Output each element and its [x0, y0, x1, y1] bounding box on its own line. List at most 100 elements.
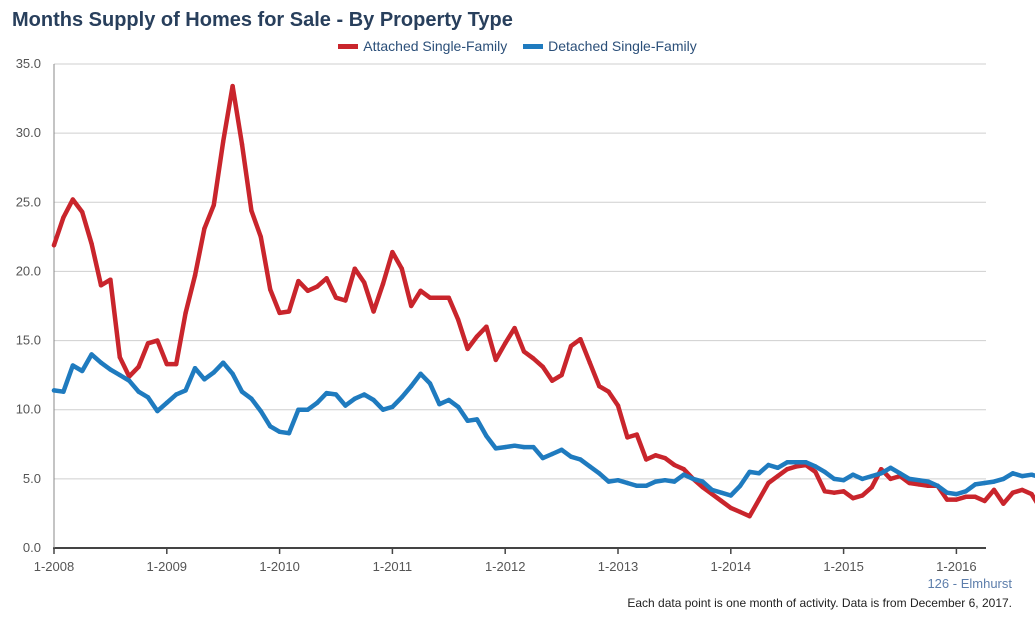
data-point[interactable]	[437, 295, 442, 300]
data-point[interactable]	[681, 467, 686, 472]
data-point[interactable]	[587, 360, 592, 365]
data-point[interactable]	[963, 489, 968, 494]
data-point[interactable]	[324, 276, 329, 281]
data-point[interactable]	[756, 497, 762, 502]
data-point[interactable]	[879, 471, 884, 476]
data-point[interactable]	[954, 497, 959, 502]
data-point[interactable]	[192, 273, 198, 278]
data-point[interactable]	[747, 514, 752, 519]
data-point[interactable]	[136, 389, 141, 394]
data-point[interactable]	[127, 378, 132, 383]
data-point[interactable]	[249, 396, 254, 401]
data-point[interactable]	[221, 360, 226, 365]
data-point[interactable]	[427, 381, 433, 386]
data-point[interactable]	[258, 234, 263, 240]
data-point[interactable]	[258, 408, 263, 414]
data-point[interactable]	[456, 317, 461, 322]
data-point[interactable]	[409, 384, 414, 389]
data-point[interactable]	[183, 388, 188, 393]
data-point[interactable]	[991, 487, 997, 493]
data-point[interactable]	[305, 407, 310, 412]
data-point[interactable]	[202, 226, 207, 231]
data-point[interactable]	[155, 338, 160, 343]
data-point[interactable]	[108, 367, 113, 372]
data-point[interactable]	[202, 377, 207, 382]
data-point[interactable]	[700, 485, 705, 490]
data-point[interactable]	[164, 361, 169, 367]
data-point[interactable]	[465, 346, 470, 352]
data-point[interactable]	[390, 404, 395, 410]
data-point[interactable]	[559, 372, 564, 378]
data-point[interactable]	[484, 324, 489, 329]
data-point[interactable]	[1020, 487, 1025, 493]
data-point[interactable]	[888, 476, 893, 482]
data-point[interactable]	[390, 249, 395, 255]
data-point[interactable]	[164, 400, 169, 405]
data-point[interactable]	[869, 473, 874, 479]
data-point[interactable]	[89, 352, 94, 357]
data-point[interactable]	[709, 487, 715, 493]
data-point[interactable]	[174, 361, 179, 367]
data-point[interactable]	[371, 309, 376, 314]
data-point[interactable]	[117, 355, 123, 360]
data-point[interactable]	[1020, 473, 1025, 479]
data-point[interactable]	[343, 403, 348, 408]
data-point[interactable]	[343, 298, 348, 303]
data-point[interactable]	[832, 490, 837, 495]
data-point[interactable]	[98, 360, 104, 365]
data-point[interactable]	[418, 371, 423, 376]
data-point[interactable]	[136, 364, 141, 369]
data-point[interactable]	[850, 472, 856, 477]
data-point[interactable]	[738, 509, 743, 515]
data-point[interactable]	[944, 490, 950, 495]
data-point[interactable]	[286, 309, 292, 314]
data-point[interactable]	[606, 389, 611, 394]
data-point[interactable]	[982, 480, 987, 486]
data-point[interactable]	[352, 266, 357, 271]
data-point[interactable]	[935, 483, 940, 488]
data-point[interactable]	[869, 485, 874, 490]
data-point[interactable]	[333, 295, 339, 300]
data-point[interactable]	[597, 384, 602, 389]
data-point[interactable]	[728, 505, 733, 511]
data-point[interactable]	[766, 480, 771, 486]
data-point[interactable]	[681, 472, 686, 477]
data-point[interactable]	[662, 478, 668, 483]
legend-item-attached[interactable]: Attached Single-Family	[338, 38, 507, 54]
data-point[interactable]	[991, 479, 997, 484]
data-point[interactable]	[61, 215, 66, 220]
data-point[interactable]	[108, 277, 113, 282]
data-point[interactable]	[672, 479, 677, 484]
data-point[interactable]	[315, 400, 320, 405]
data-point[interactable]	[587, 464, 592, 469]
data-point[interactable]	[954, 491, 959, 497]
data-point[interactable]	[963, 494, 968, 499]
data-point[interactable]	[117, 372, 123, 378]
data-point[interactable]	[70, 197, 76, 202]
data-point[interactable]	[888, 465, 893, 470]
data-point[interactable]	[916, 478, 921, 483]
data-point[interactable]	[700, 479, 705, 484]
data-point[interactable]	[70, 363, 76, 368]
data-point[interactable]	[615, 403, 621, 408]
data-point[interactable]	[644, 457, 649, 462]
data-point[interactable]	[418, 288, 423, 293]
data-point[interactable]	[446, 397, 451, 403]
data-point[interactable]	[305, 288, 310, 293]
data-point[interactable]	[296, 278, 301, 284]
data-point[interactable]	[89, 241, 94, 246]
data-point[interactable]	[456, 404, 461, 410]
data-point[interactable]	[211, 202, 216, 208]
data-point[interactable]	[51, 388, 57, 393]
data-point[interactable]	[399, 266, 404, 271]
data-point[interactable]	[221, 139, 226, 144]
data-point[interactable]	[766, 462, 771, 468]
data-point[interactable]	[493, 357, 498, 363]
data-point[interactable]	[822, 469, 827, 475]
data-point[interactable]	[427, 295, 433, 300]
data-point[interactable]	[362, 280, 367, 285]
data-point[interactable]	[662, 455, 668, 461]
data-point[interactable]	[352, 396, 357, 401]
data-point[interactable]	[277, 310, 282, 316]
data-point[interactable]	[380, 281, 386, 287]
